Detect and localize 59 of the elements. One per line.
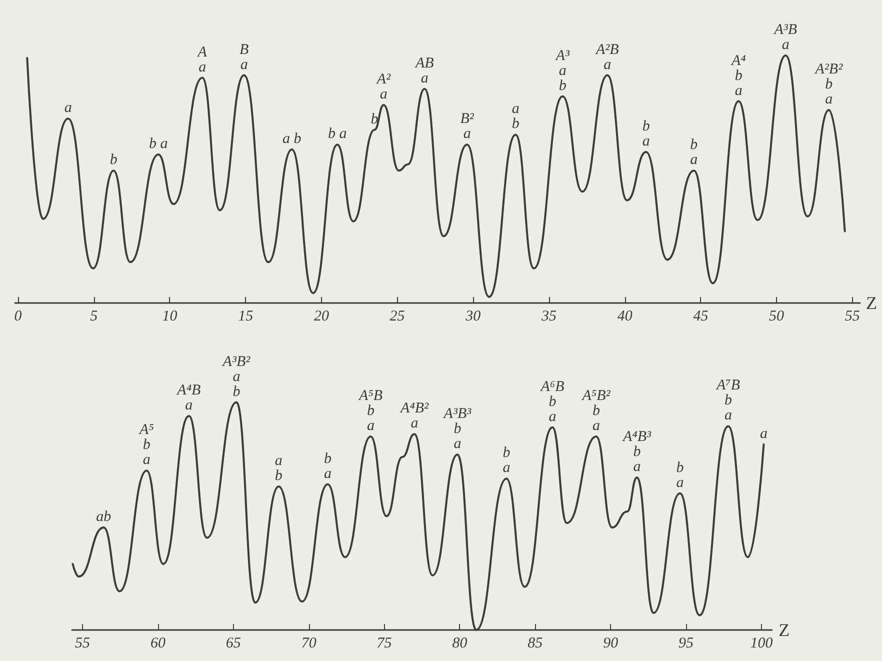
- x-axis-title: Z: [866, 293, 877, 313]
- annotation: A⁴B a: [176, 382, 201, 414]
- x-tick-label: 50: [769, 308, 785, 324]
- x-tick-label: 20: [314, 308, 330, 324]
- x-tick-label: 90: [603, 636, 619, 652]
- x-tick-label: 85: [528, 636, 544, 652]
- annotation: A² a: [376, 72, 391, 102]
- x-tick-label: 40: [617, 308, 633, 324]
- annotation: a: [760, 426, 768, 442]
- x-tick-label: 10: [162, 308, 178, 324]
- x-tick-label: 75: [376, 636, 392, 652]
- annotation: a b: [274, 453, 283, 484]
- x-tick-label: 55: [844, 308, 860, 324]
- x-tick-label: 35: [540, 308, 558, 324]
- x-tick-label: 80: [452, 636, 468, 652]
- annotation: B² a: [460, 111, 474, 142]
- x-tick-label: 65: [226, 636, 242, 652]
- x-tick-label: 95: [678, 636, 694, 652]
- annotation: b a: [690, 137, 698, 168]
- x-tick-label: 0: [14, 308, 22, 324]
- x-tick-label: 45: [693, 308, 709, 324]
- annotation: b: [110, 152, 118, 168]
- x-axis-title: Z: [778, 620, 790, 640]
- x-tick-label: 25: [390, 308, 406, 324]
- x-tick-label: 60: [150, 636, 166, 652]
- annotation: A⁴B² a: [399, 400, 429, 432]
- annotation: ab: [96, 509, 112, 526]
- annotation: B a: [239, 42, 249, 73]
- annotation: A⁵B b a: [358, 388, 382, 434]
- annotation: A³B a: [773, 22, 798, 53]
- annotation: A⁴B³ b a: [622, 428, 652, 475]
- x-tick-label: 70: [301, 636, 317, 652]
- annotation: b: [370, 111, 379, 128]
- annotation: A³B³ b a: [442, 406, 472, 452]
- x-tick-label: 100: [750, 636, 774, 652]
- annotation: A⁷B b a: [715, 378, 740, 424]
- annotation: b a: [148, 136, 168, 152]
- annotation: A³B² a b: [222, 354, 251, 400]
- annotation: AB a: [414, 55, 434, 86]
- annotation: A⁵B² b a: [581, 388, 611, 434]
- annotation: a: [64, 100, 72, 116]
- annotation: A⁴ b a: [730, 52, 746, 99]
- annotation: b a: [328, 126, 347, 142]
- annotation: a b: [282, 131, 302, 148]
- annotation: a b: [512, 101, 520, 132]
- annotation: A³ a b: [554, 48, 570, 94]
- annotation: b a: [676, 460, 684, 491]
- annotation: A²B² b a: [814, 61, 844, 108]
- x-tick-label: 30: [464, 308, 482, 324]
- x-tick-label: 5: [90, 308, 98, 324]
- annotation: b a: [324, 450, 332, 482]
- x-tick-label: 15: [238, 308, 254, 324]
- annotation: A⁵ b a: [138, 422, 154, 468]
- annotation: A⁶B b a: [540, 378, 564, 425]
- annotation: A a: [196, 44, 208, 76]
- x-tick-label: 55: [75, 636, 91, 652]
- annotation: A²B a: [594, 42, 619, 73]
- annotation: b a: [502, 445, 511, 476]
- annotation: b a: [642, 118, 650, 150]
